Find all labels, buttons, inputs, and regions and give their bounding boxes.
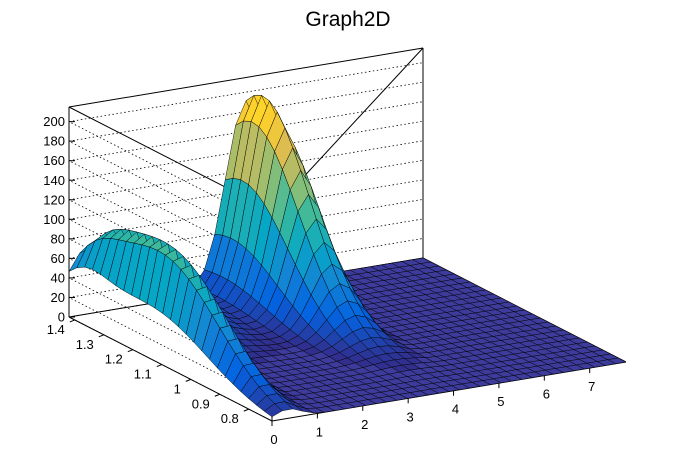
z-tick-label: 120 (43, 192, 65, 207)
y-tick-mark (185, 378, 191, 382)
x-tick-label: 7 (588, 379, 595, 394)
x-tick-label: 5 (497, 394, 504, 409)
y-tick-label: 0.8 (221, 411, 239, 426)
chart-title: Graph2D (305, 8, 390, 31)
z-tick-label: 180 (43, 134, 65, 149)
z-tick-label: 60 (51, 251, 65, 266)
x-tick-label: 6 (543, 387, 550, 402)
z-tick-label: 140 (43, 173, 65, 188)
y-tick-mark (214, 393, 220, 397)
y-tick-label: 0.9 (192, 396, 210, 411)
x-axis-ticks: 0 1 2 3 4 5 6 7 (270, 368, 595, 447)
x-tick-label: 3 (407, 409, 414, 424)
y-tick-mark (156, 364, 162, 368)
y-tick-mark (127, 349, 133, 353)
surface-cell (607, 357, 627, 364)
y-tick-label: 1 (174, 381, 181, 396)
z-tick-label: 80 (51, 231, 65, 246)
x-tick-label: 4 (452, 402, 459, 417)
y-tick-mark (98, 334, 104, 338)
y-tick-mark (243, 408, 249, 412)
y-tick-mark (69, 319, 75, 323)
frame-edge (68, 316, 273, 422)
y-axis-ticks: 0.8 0.9 1 1.1 1.2 1.3 1.4 (47, 319, 249, 426)
z-tick-label: 0 (58, 310, 65, 325)
y-tick-label: 1.2 (105, 352, 123, 367)
z-axis-ticks: 0 20 40 60 80 100 120 140 160 180 200 (43, 114, 75, 325)
y-tick-label: 1.3 (76, 337, 94, 352)
x-tick-label: 2 (361, 417, 368, 432)
frame-edge (68, 47, 424, 108)
x-tick-label: 1 (316, 424, 323, 439)
z-tick-label: 200 (43, 114, 65, 129)
z-tick-label: 100 (43, 212, 65, 227)
z-tick-label: 160 (43, 153, 65, 168)
z-tick-label: 40 (51, 270, 65, 285)
y-tick-label: 1.1 (134, 367, 152, 382)
z-tick-label: 20 (51, 290, 65, 305)
x-tick-label: 0 (270, 432, 277, 447)
surface-plot (68, 94, 627, 418)
y-tick-label: 1.4 (47, 322, 65, 337)
